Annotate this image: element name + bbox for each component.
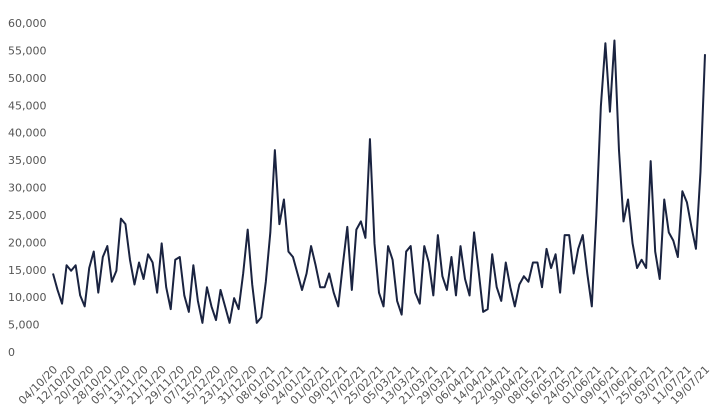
y-tick-label: 45,000	[8, 99, 47, 112]
y-tick-label: 15,000	[8, 264, 47, 277]
y-tick-label: 60,000	[8, 17, 47, 30]
y-tick-label: 55,000	[8, 44, 47, 57]
y-tick-label: 0	[8, 346, 15, 359]
y-tick-label: 35,000	[8, 154, 47, 167]
data-line	[52, 39, 706, 324]
y-tick-label: 20,000	[8, 236, 47, 249]
y-tick-label: 5,000	[8, 319, 40, 332]
y-tick-label: 25,000	[8, 209, 47, 222]
y-tick-label: 30,000	[8, 182, 47, 195]
y-tick-label: 50,000	[8, 72, 47, 85]
y-tick-label: 10,000	[8, 291, 47, 304]
y-tick-label: 40,000	[8, 127, 47, 140]
